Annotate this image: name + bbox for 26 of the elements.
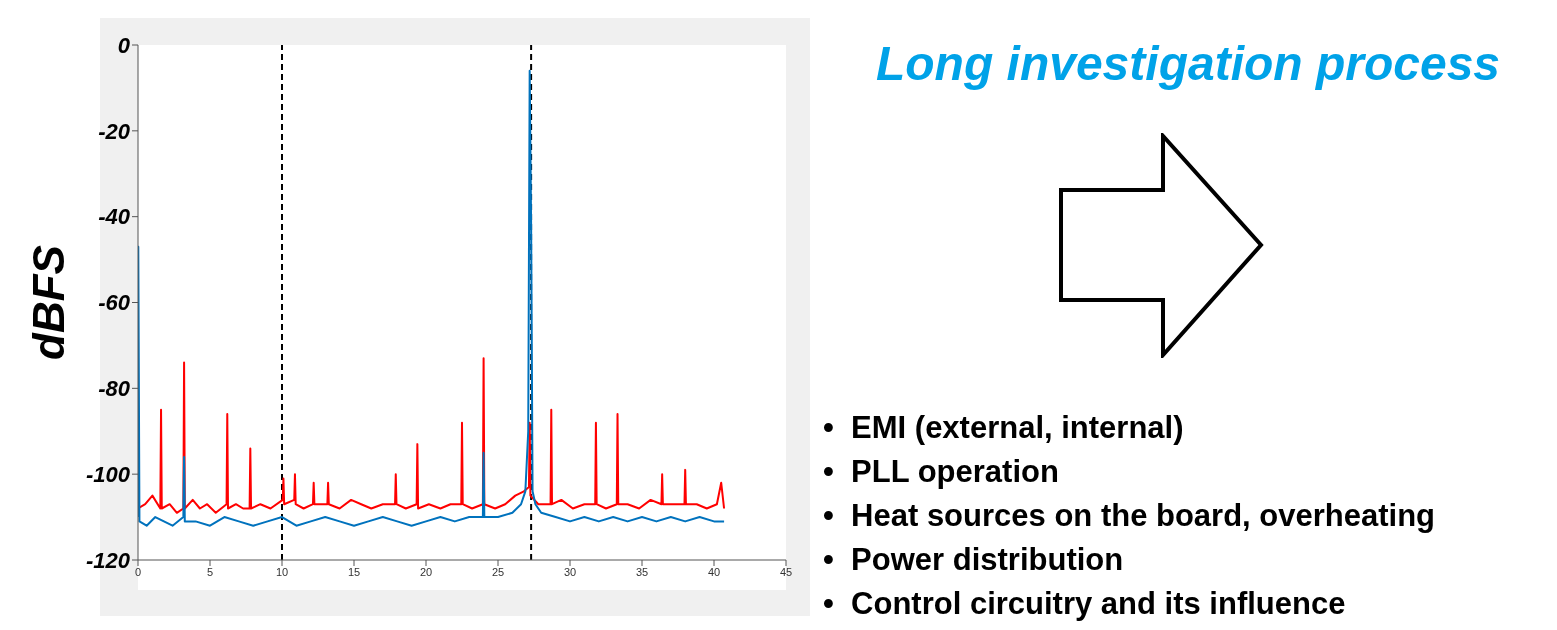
line-series bbox=[138, 357, 726, 514]
y-tick-label: -60 bbox=[98, 290, 131, 316]
x-tick-label: 10 bbox=[275, 565, 289, 578]
x-tick-label: 25 bbox=[491, 565, 505, 578]
y-tick-label: 0 bbox=[117, 32, 131, 58]
y-tick-label: -40 bbox=[98, 204, 131, 230]
x-tick-label: 20 bbox=[419, 565, 433, 578]
y-tick-label: -100 bbox=[85, 461, 131, 487]
x-tick-label: 0 bbox=[134, 565, 142, 578]
text: • Heat sources on the board, overheating bbox=[823, 497, 1436, 535]
y-axis-title: dBFS bbox=[23, 245, 73, 360]
line-series bbox=[138, 69, 726, 527]
y-tick-label: -120 bbox=[85, 547, 131, 573]
x-tick-label: 5 bbox=[206, 565, 214, 578]
y-tick-label: -20 bbox=[98, 118, 131, 144]
y-tick-label: -80 bbox=[98, 376, 131, 402]
x-tick-label: 15 bbox=[347, 565, 361, 578]
text: • Control circuitry and its influence bbox=[823, 585, 1347, 623]
x-tick-label: 40 bbox=[707, 565, 721, 578]
x-tick-label: 30 bbox=[563, 565, 577, 578]
text: • PLL operation bbox=[823, 453, 1060, 491]
text: • EMI (external, internal) bbox=[823, 409, 1185, 447]
text: Long investigation process bbox=[874, 36, 1502, 91]
text: • Power distribution bbox=[823, 541, 1125, 579]
x-tick-label: 45 bbox=[779, 565, 793, 578]
x-tick-label: 35 bbox=[635, 565, 649, 578]
